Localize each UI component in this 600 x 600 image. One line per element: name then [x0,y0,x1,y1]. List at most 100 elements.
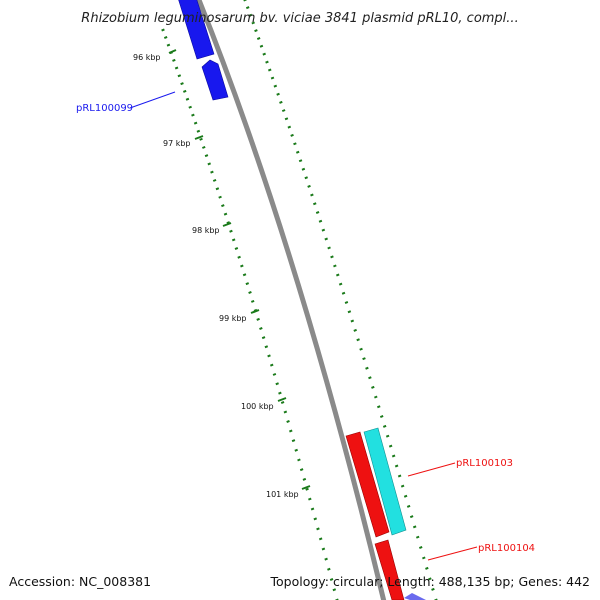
minor-tick [231,238,236,242]
minor-tick [425,566,429,570]
gene-leader-line [407,462,456,477]
gene-arrow-lower [201,59,229,101]
minor-tick [362,357,366,361]
gene-pRL100104[interactable]: pRL100104 [374,539,535,600]
minor-tick [313,517,318,521]
tick-label-98: 98 kbp [192,226,220,235]
minor-tick [212,178,217,182]
map-title: Rhizobium leguminosarum bv. viciae 3841 … [81,11,518,26]
minor-tick [415,535,420,539]
minor-tick [382,424,387,428]
minor-tick [174,66,179,70]
minor-tick [431,587,435,591]
minor-tick [283,410,288,414]
minor-tick [267,68,272,72]
ruler: 96 kbp 97 kbp 98 kbp 99 kbp 100 kbp 101 … [133,49,311,499]
minor-tick [308,497,312,501]
minor-tick [379,415,384,419]
gene-leader-line [129,91,176,109]
minor-tick [223,212,228,216]
minor-tick [341,291,346,295]
minor-tick [294,448,298,452]
minor-tick [298,159,303,163]
gene-pRL100099[interactable]: pRL100099 [76,0,229,114]
minor-tick [243,0,247,2]
minor-tick [329,577,334,581]
minor-tick [409,515,414,519]
minor-tick [291,439,296,443]
gene-block [345,431,390,538]
minor-tick [279,100,283,104]
gene-tail-blue [404,593,426,600]
minor-tick [290,133,294,137]
minor-tick [180,82,184,86]
minor-tick [295,150,300,154]
minor-tick [376,405,381,409]
tick-label-99: 99 kbp [219,314,247,323]
minor-tick [278,391,282,395]
minor-tick [293,142,297,146]
minor-tick [412,525,417,529]
minor-tick [368,376,372,380]
minor-tick [385,434,390,438]
minor-tick [250,299,255,303]
minor-tick [321,547,326,551]
minor-tick [312,202,317,206]
minor-tick [177,74,182,78]
minor-tick [318,537,323,541]
minor-tick [221,204,225,208]
minor-tick [321,228,326,232]
gene-pRL100103[interactable]: pRL100103 [345,431,513,538]
minor-tick [193,121,198,125]
minor-tick [359,347,363,351]
minor-tick [264,345,269,349]
minor-tick [305,487,309,491]
minor-tick [273,84,278,88]
genome-summary: Topology: circular; Length: 488,135 bp; … [270,574,591,589]
minor-tick [248,13,253,17]
minor-tick [307,184,311,188]
minor-tick [261,336,266,340]
tick-label-100: 100 kbp [241,402,274,411]
minor-tick [256,36,261,40]
minor-tick [188,105,192,109]
tick-label-97: 97 kbp [163,139,191,148]
minor-tick [207,162,211,166]
minor-tick [418,546,423,550]
outer-dotted-ring [243,0,438,600]
minor-tick [297,458,301,462]
minor-tick [245,282,250,286]
minor-tick [315,211,320,214]
minor-tick [353,328,357,332]
minor-tick [276,92,280,96]
minor-tick [270,76,275,80]
accession-label: Accession: NC_008381 [9,574,151,589]
minor-tick [199,137,203,141]
orf-feature-cyan[interactable] [363,427,407,536]
minor-tick [254,29,258,33]
minor-tick [391,454,396,458]
minor-tick [289,429,293,433]
minor-tick [350,319,355,323]
minor-tick [269,363,274,367]
minor-tick [248,291,252,294]
minor-tick [275,382,279,386]
minor-tick [400,484,405,488]
minor-tick [324,237,328,241]
minor-tick [287,125,292,129]
minor-tick [324,557,328,561]
minor-tick [406,504,411,508]
minor-tick [161,28,165,32]
gene-label-pRL100099: pRL100099 [76,103,133,114]
minor-tick [394,464,399,468]
minor-tick [163,36,168,40]
gene-leader-line [427,546,478,561]
minor-tick [422,556,426,560]
tick-label-96: 96 kbp [133,53,161,62]
minor-tick [265,60,269,64]
minor-tick [172,58,176,62]
gene-block-upper [178,0,215,60]
minor-tick [371,385,375,389]
minor-tick [215,187,220,191]
minor-tick [318,219,323,223]
